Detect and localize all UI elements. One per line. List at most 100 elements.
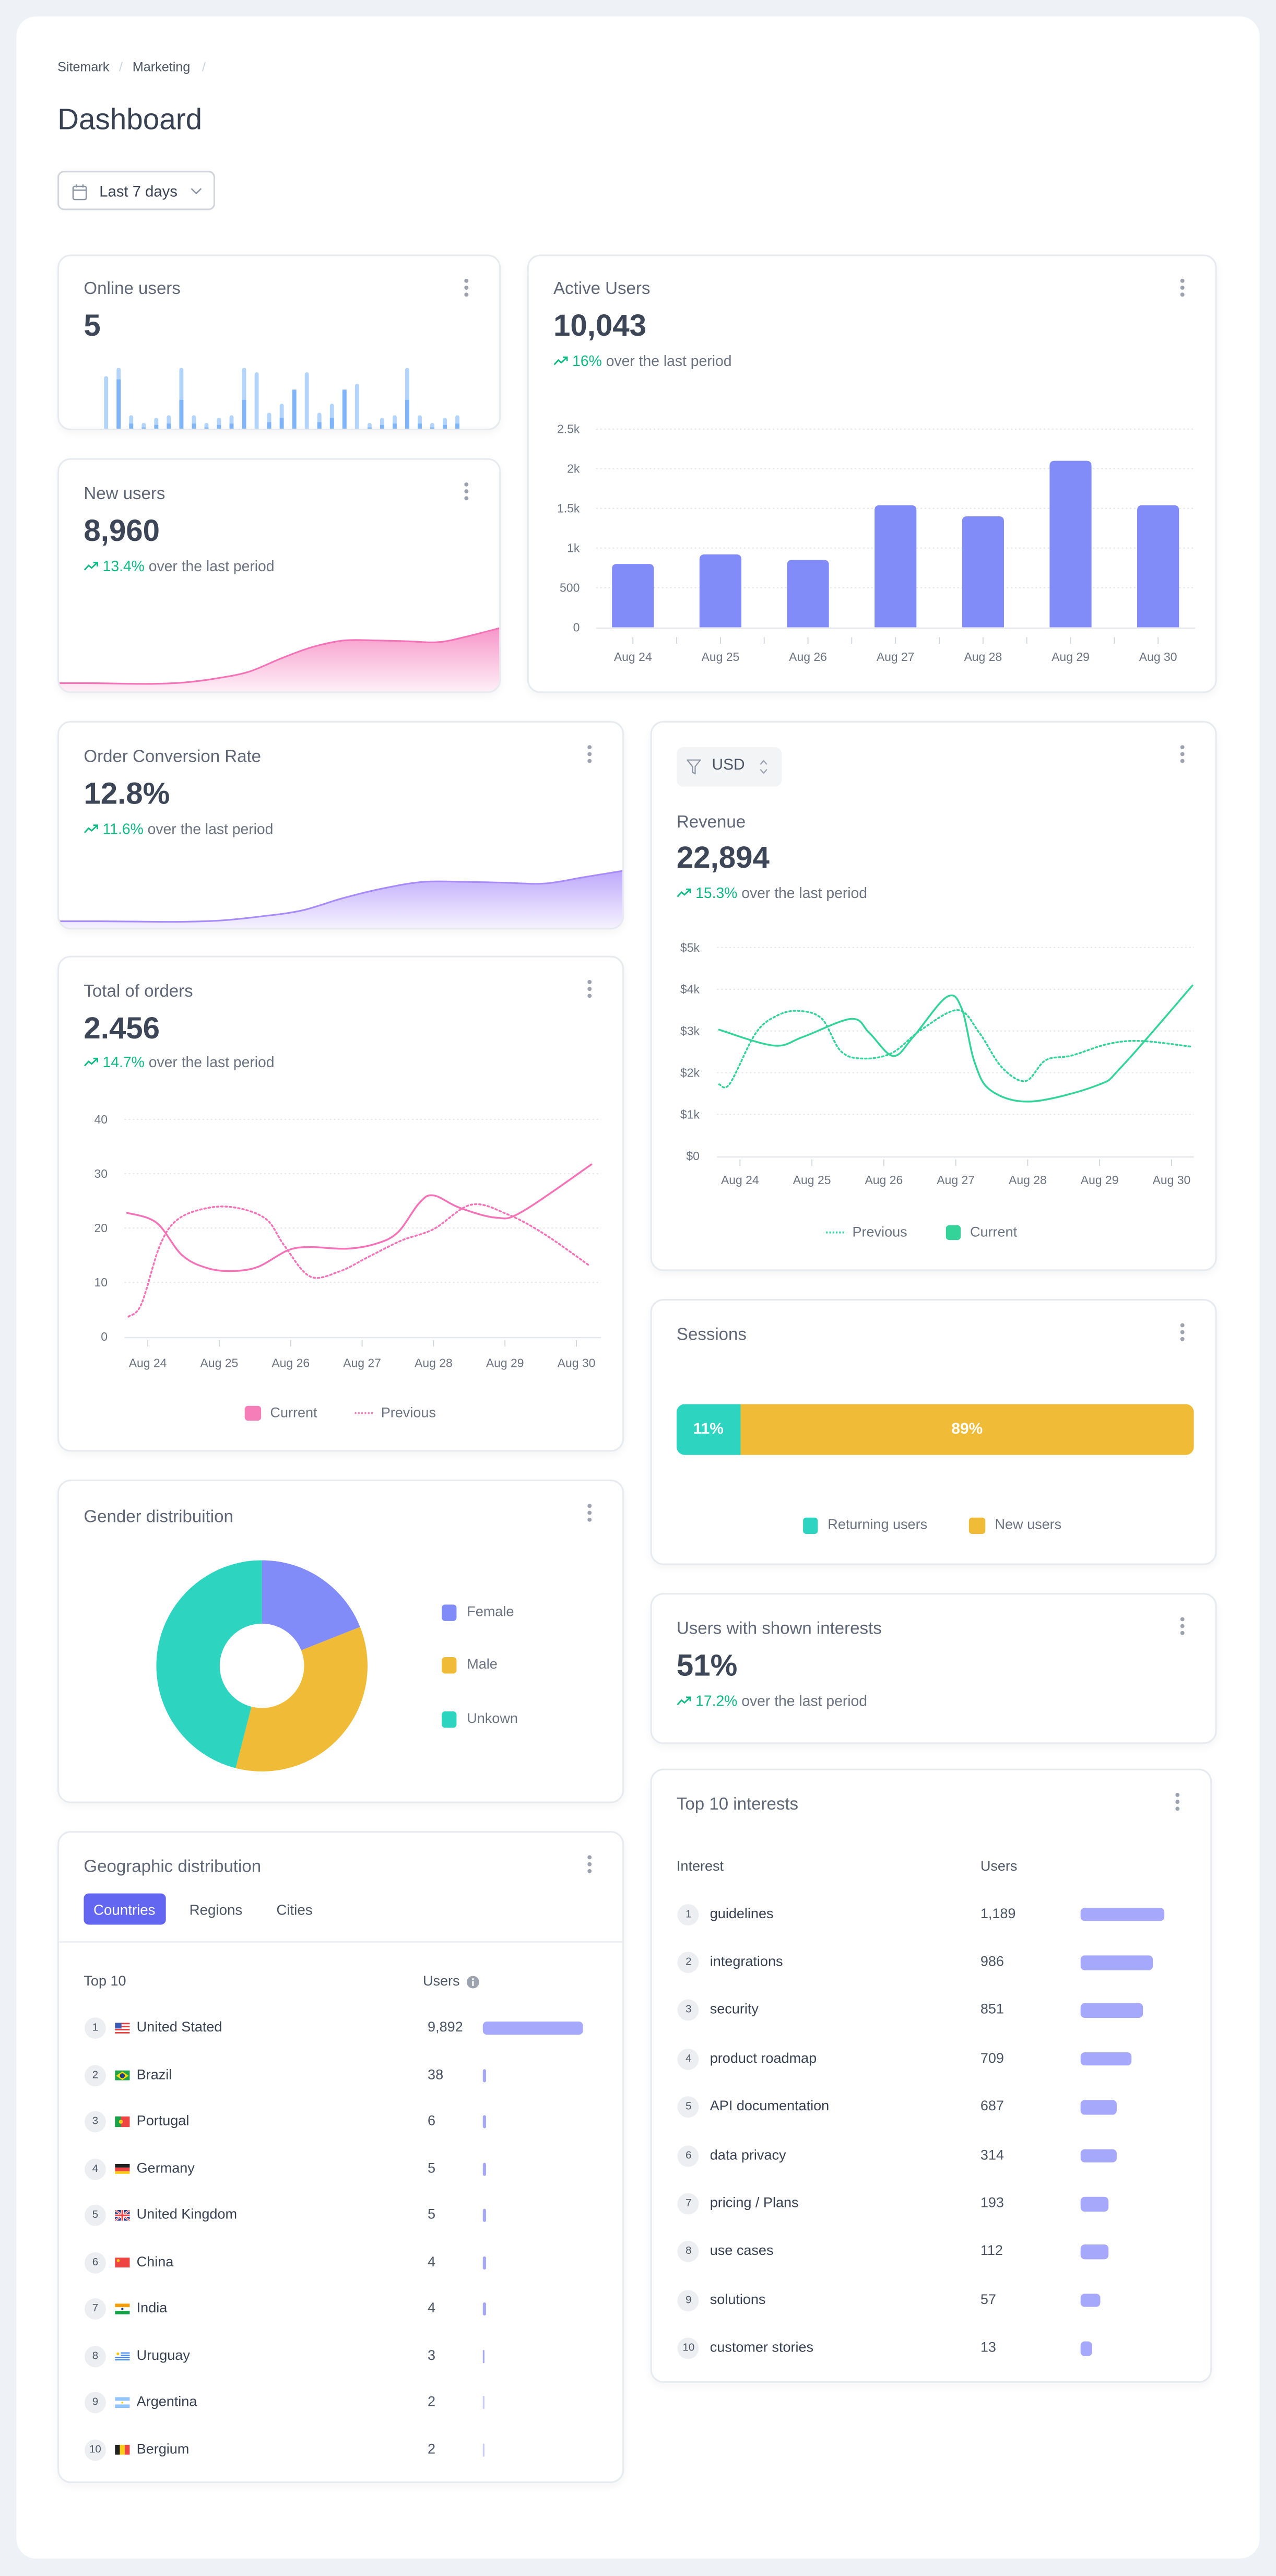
- y-tick-label: 2k: [567, 462, 580, 476]
- date-range-label: Last 7 days: [99, 183, 178, 200]
- legend-swatch-unknown: [441, 1711, 457, 1728]
- card-value: 51%: [676, 1648, 738, 1683]
- bar-aug-30: [1137, 505, 1179, 628]
- user-count: 9,892: [428, 2018, 463, 2036]
- tab-regions[interactable]: Regions: [189, 1900, 243, 1918]
- trend-up-icon: [553, 357, 568, 367]
- card-value: 5: [84, 308, 101, 342]
- online-bar: [254, 372, 259, 429]
- x-tick-label: Aug 25: [200, 1356, 239, 1370]
- interest-share-bar: [1080, 1955, 1153, 1970]
- rank-badge: 5: [678, 2096, 700, 2118]
- y-tick-label: 1k: [567, 541, 580, 555]
- more-options-icon[interactable]: [1177, 744, 1187, 765]
- interest-share-bar: [1080, 2148, 1117, 2163]
- y-tick-label: $3k: [680, 1024, 700, 1038]
- more-options-icon[interactable]: [462, 481, 471, 503]
- y-tick-label: 1.5k: [557, 502, 580, 515]
- legend-label-previous: Previous: [852, 1223, 907, 1240]
- revenue-card: USD Revenue 22,894 15.3% over the last p…: [650, 720, 1217, 1271]
- interest-name: guidelines: [710, 1904, 774, 1921]
- online-bar: [304, 372, 309, 429]
- country-name: Bergium: [136, 2440, 190, 2457]
- breadcrumb-separator: /: [202, 60, 206, 75]
- more-options-icon[interactable]: [1177, 278, 1187, 299]
- legend-label-returning: Returning users: [828, 1516, 928, 1533]
- user-share-bar: [482, 2069, 486, 2082]
- more-options-icon[interactable]: [1177, 1322, 1187, 1343]
- trend-percent: 17.2%: [695, 1692, 738, 1709]
- legend-swatch-returning: [802, 1518, 819, 1534]
- online-bar-highlight: [405, 399, 409, 429]
- orders-chart: 0 10 20 30 40 Aug 24 Aug 25 Aug 26 Aug 27 Aug 28 A…: [94, 1113, 601, 1370]
- active-users-card: Active Users 10,043 16% over the last pe…: [527, 254, 1217, 693]
- y-tick-label: $2k: [680, 1066, 700, 1079]
- breadcrumb-sitemark[interactable]: Sitemark: [57, 60, 110, 75]
- calendar-icon: [72, 184, 86, 200]
- online-bar: [430, 423, 434, 429]
- online-bar-highlight: [455, 423, 459, 429]
- flag-ar-icon: [115, 2397, 131, 2408]
- trend-up-icon: [84, 561, 98, 571]
- online-bar-highlight: [179, 399, 184, 429]
- more-options-icon[interactable]: [1177, 1616, 1187, 1637]
- flag-be-icon: [115, 2444, 131, 2455]
- more-options-icon[interactable]: [1173, 1792, 1183, 1813]
- currency-select[interactable]: USD: [676, 747, 782, 787]
- trend-up-icon: [677, 1696, 691, 1706]
- country-name: China: [136, 2253, 174, 2270]
- trend-percent: 14.7%: [102, 1054, 145, 1071]
- sessions-returning-segment: 11%: [676, 1404, 740, 1455]
- more-options-icon[interactable]: [462, 278, 471, 299]
- y-tick-label: 2.5k: [557, 422, 580, 436]
- more-options-icon[interactable]: [585, 1854, 595, 1875]
- trend-text: over the last period: [148, 1054, 275, 1071]
- card-value: 12.8%: [84, 775, 170, 810]
- user-count: 851: [980, 2001, 1004, 2018]
- tab-countries[interactable]: Countries: [84, 1893, 166, 1925]
- trend-percent: 15.3%: [695, 884, 738, 902]
- users-interests-card: Users with shown interests 51% 17.2% ove…: [650, 1593, 1217, 1744]
- online-bar-highlight: [342, 389, 347, 429]
- card-value: 8,960: [84, 512, 160, 547]
- page-title: Dashboard: [57, 103, 203, 136]
- x-tick-label: Aug 30: [1139, 650, 1177, 664]
- series-line-current: [126, 1163, 593, 1272]
- rank-badge: 4: [84, 2158, 106, 2180]
- info-icon[interactable]: [466, 1976, 479, 1989]
- date-range-select[interactable]: Last 7 days: [57, 171, 216, 211]
- trend-indicator: 17.2% over the last period: [677, 1692, 867, 1709]
- online-bar: [355, 384, 359, 429]
- segment-label: 89%: [951, 1420, 983, 1438]
- online-bar: [141, 423, 146, 429]
- interest-share-bar: [1080, 2293, 1101, 2308]
- breadcrumb-separator: /: [119, 60, 123, 75]
- rank-badge: 8: [678, 2241, 700, 2263]
- more-options-icon[interactable]: [585, 979, 595, 1000]
- user-count: 4: [428, 2299, 436, 2317]
- tab-cities[interactable]: Cities: [276, 1900, 313, 1918]
- interest-share-bar: [1080, 2100, 1117, 2114]
- more-options-icon[interactable]: [585, 1503, 595, 1524]
- online-bar-highlight: [380, 424, 384, 429]
- series-line-previous: [718, 1009, 1194, 1089]
- trend-indicator: 14.7% over the last period: [84, 1054, 275, 1071]
- user-count: 2: [428, 2440, 436, 2457]
- online-users-chart: [104, 368, 459, 429]
- card-title: New users: [84, 484, 166, 504]
- rank-badge: 3: [84, 2111, 106, 2133]
- online-bar-highlight: [129, 423, 134, 429]
- y-tick-label: $5k: [680, 941, 700, 954]
- user-count: 38: [428, 2065, 444, 2082]
- more-options-icon[interactable]: [585, 744, 595, 765]
- sessions-card: Sessions 11% 89% Returning users New use…: [650, 1299, 1217, 1565]
- user-share-bar: [482, 2443, 484, 2456]
- online-bar-highlight: [204, 427, 209, 429]
- trend-text: over the last period: [741, 884, 868, 902]
- card-value: 10,043: [553, 308, 647, 342]
- online-bar: [367, 423, 372, 429]
- online-bar-highlight: [418, 423, 422, 429]
- breadcrumb-marketing[interactable]: Marketing: [132, 60, 191, 75]
- chevron-down-icon: [191, 188, 202, 195]
- rank-badge: 1: [678, 1903, 700, 1925]
